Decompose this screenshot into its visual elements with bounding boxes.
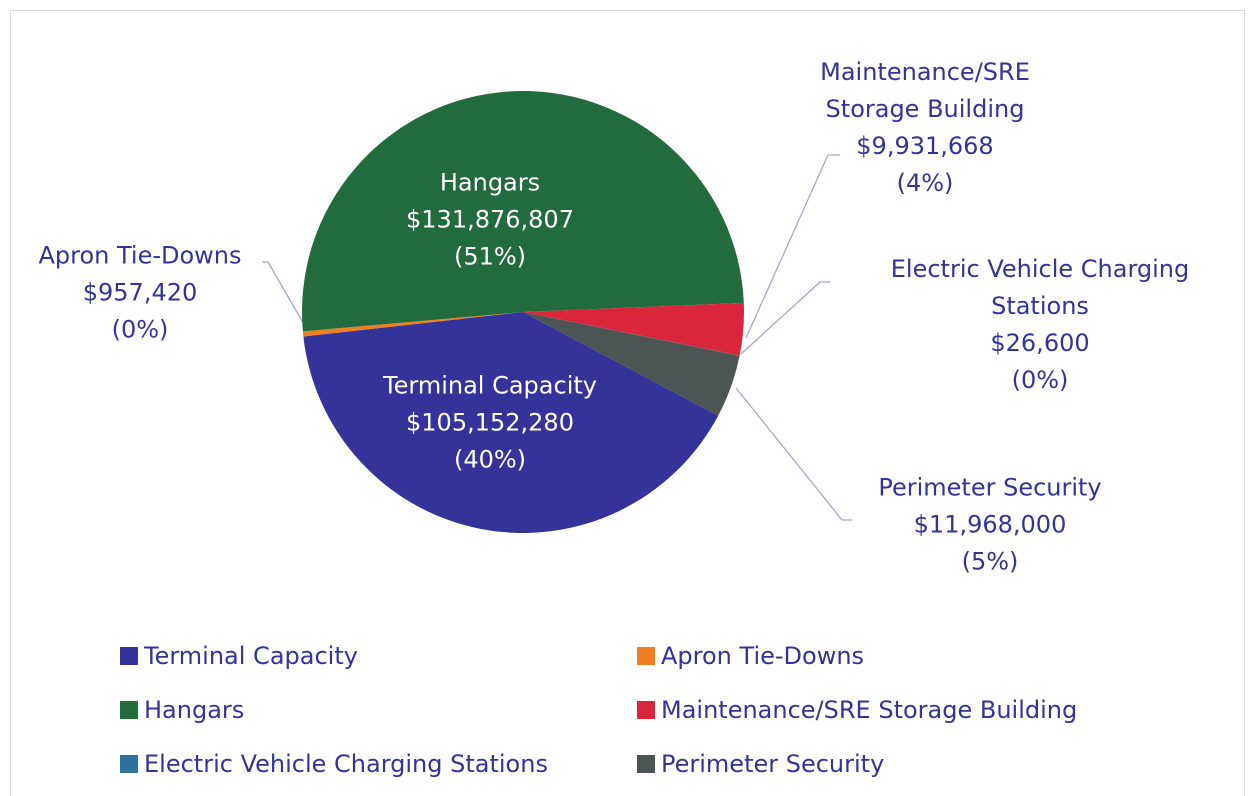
label-percent: (0%): [1011, 366, 1069, 394]
leader-line: [745, 154, 840, 339]
data-label: Maintenance/SRE Storage Building $9,931,6…: [775, 54, 1075, 202]
legend-label: Electric Vehicle Charging Stations: [144, 750, 548, 778]
label-category: Hangars: [439, 168, 541, 197]
label-percent: (51%): [453, 242, 527, 271]
legend-swatch: [637, 647, 655, 665]
label-percent: (5%): [961, 547, 1019, 576]
legend-swatch: [637, 755, 655, 773]
leader-line: [740, 281, 830, 355]
leader-line: [262, 261, 306, 327]
pie-slice: [303, 312, 719, 533]
label-category: Perimeter Security: [878, 473, 1102, 502]
legend-label: Terminal Capacity: [144, 642, 358, 670]
label-percent: (0%): [111, 315, 169, 344]
label-percent: (40%): [453, 445, 527, 474]
data-label: Hangars $131,876,807 (51%): [340, 165, 640, 276]
legend-item: Terminal Capacity: [120, 642, 358, 670]
pie-slice: [523, 312, 740, 356]
pie-slice: [523, 312, 740, 416]
legend-swatch: [120, 701, 138, 719]
pie-slice: [302, 312, 523, 337]
legend-item: Hangars: [120, 696, 244, 724]
label-value: $105,152,280: [406, 408, 574, 437]
label-value: $957,420: [82, 278, 198, 307]
legend-label: Hangars: [144, 696, 245, 724]
label-value: $26,600: [990, 329, 1090, 357]
pie-slice: [302, 91, 744, 332]
legend-label: Perimeter Security: [661, 750, 885, 778]
legend-label: Maintenance/SRE Storage Building: [661, 696, 1078, 724]
data-label: Perimeter Security $11,968,000 (5%): [840, 470, 1140, 581]
label-category: Apron Tie-Downs: [38, 241, 242, 270]
data-label: Electric Vehicle Charging Stations $26,60…: [850, 251, 1230, 399]
legend-swatch: [120, 755, 138, 773]
legend-item: Maintenance/SRE Storage Building: [637, 696, 1077, 724]
legend-label: Apron Tie-Downs: [661, 642, 865, 670]
label-value: $131,876,807: [406, 205, 574, 234]
chart-border: [10, 10, 1245, 796]
label-value: $9,931,668: [856, 132, 994, 160]
label-category: Terminal Capacity: [383, 371, 597, 400]
legend-item: Apron Tie-Downs: [637, 642, 864, 670]
legend-swatch: [120, 647, 138, 665]
data-label: Apron Tie-Downs $957,420 (0%): [0, 238, 280, 349]
legend-item: Perimeter Security: [637, 750, 884, 778]
leader-line: [735, 387, 852, 521]
label-category: Maintenance/SRE Storage Building: [820, 58, 1030, 123]
data-label: Terminal Capacity $105,152,280 (40%): [340, 368, 640, 479]
pie-slice: [523, 302, 744, 356]
legend-swatch: [637, 701, 655, 719]
label-value: $11,968,000: [913, 510, 1067, 539]
legend-item: Electric Vehicle Charging Stations: [120, 750, 548, 778]
label-percent: (4%): [896, 169, 954, 197]
label-category: Electric Vehicle Charging Stations: [890, 255, 1190, 320]
